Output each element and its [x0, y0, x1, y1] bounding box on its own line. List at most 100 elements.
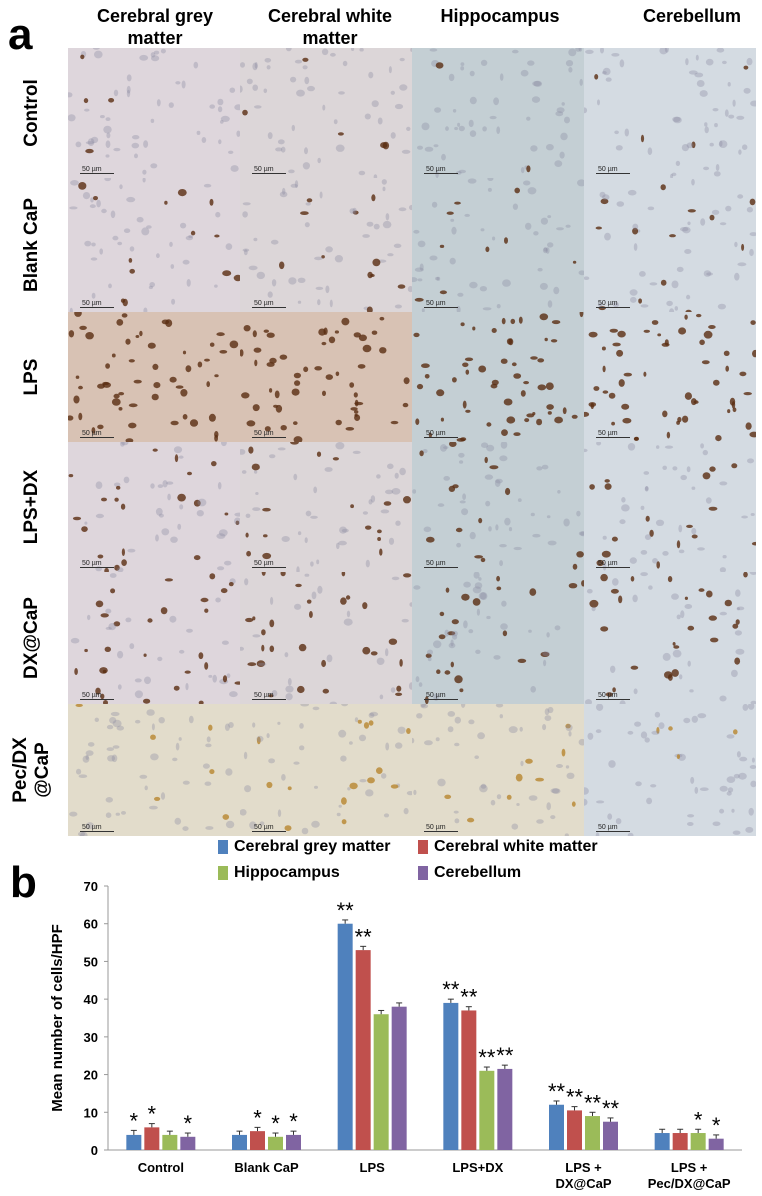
scale-bar-label: 50 µm	[82, 166, 102, 173]
legend-swatch	[418, 840, 428, 854]
legend-label: Cerebral grey matter	[234, 838, 391, 855]
micrograph-tile: 50 µm	[584, 312, 756, 442]
panel-a-letter: a	[8, 10, 33, 59]
scale-bar	[596, 173, 630, 174]
micrograph-tile: 50 µm	[412, 442, 584, 572]
scale-bar	[80, 699, 114, 700]
significance-mark: *	[712, 1113, 721, 1138]
legend-swatch	[218, 866, 228, 880]
scale-bar-label: 50 µm	[82, 430, 102, 437]
significance-mark: *	[148, 1102, 157, 1127]
significance-mark: **	[584, 1090, 602, 1115]
y-tick-label: 20	[84, 1068, 98, 1083]
scale-bar-label: 50 µm	[82, 824, 102, 831]
micrograph-tile: 50 µm	[68, 312, 240, 442]
y-axis-label: Mean number of cells/HPF	[49, 924, 66, 1112]
significance-mark: **	[496, 1043, 514, 1068]
scale-bar-label: 50 µm	[598, 300, 618, 307]
column-header: Cerebellum	[642, 6, 742, 26]
significance-mark: *	[130, 1108, 139, 1133]
scale-bar-label: 50 µm	[426, 692, 446, 699]
x-tick-label: Control	[138, 1160, 184, 1175]
legend-label: Cerebellum	[434, 864, 522, 881]
scale-bar	[252, 437, 286, 438]
y-tick-label: 0	[91, 1143, 98, 1158]
scale-bar	[80, 831, 114, 832]
significance-mark: **	[566, 1085, 584, 1110]
micrograph-tile: 50 µm	[584, 572, 756, 704]
legend-label: Cerebral white matter	[434, 838, 598, 855]
bar	[373, 1014, 389, 1150]
micrograph-tile: 50 µm	[68, 178, 240, 312]
bar	[585, 1116, 600, 1150]
bar	[232, 1134, 247, 1150]
micrograph-tile: 50 µm	[412, 704, 584, 836]
y-tick-label: 50	[84, 954, 98, 969]
x-tick-label: Blank CaP	[234, 1160, 299, 1175]
bar	[391, 1006, 407, 1150]
bar	[497, 1068, 513, 1150]
significance-mark: **	[548, 1079, 566, 1104]
legend-swatch	[418, 866, 428, 880]
bar	[549, 1104, 564, 1150]
scale-bar	[80, 307, 114, 308]
scale-bar	[424, 567, 458, 568]
column-header: Cerebral white matter	[267, 6, 393, 48]
scale-bar-label: 50 µm	[82, 300, 102, 307]
scale-bar-label: 50 µm	[598, 166, 618, 173]
scale-bar-label: 50 µm	[254, 692, 274, 699]
scale-bar-label: 50 µm	[254, 430, 274, 437]
significance-mark: *	[289, 1109, 298, 1134]
scale-bar	[80, 567, 114, 568]
scale-bar-label: 50 µm	[426, 430, 446, 437]
scale-bar-label: 50 µm	[598, 692, 618, 699]
row-label: Pec/DX @CaP	[10, 737, 53, 803]
micrograph-tile: 50 µm	[240, 442, 412, 572]
bar	[654, 1133, 670, 1150]
bar	[603, 1121, 618, 1150]
micrograph-tile: 50 µm	[68, 48, 240, 178]
scale-bar	[252, 173, 286, 174]
significance-mark: *	[694, 1107, 703, 1132]
scale-bar	[596, 437, 630, 438]
x-tick-label: LPS +	[671, 1160, 708, 1175]
x-tick-label: Pec/DX@CaP	[648, 1176, 731, 1191]
bar	[567, 1110, 582, 1150]
scale-bar	[424, 307, 458, 308]
x-tick-label: DX@CaP	[555, 1176, 611, 1191]
y-tick-label: 40	[84, 992, 98, 1007]
row-label: LPS+DX	[21, 469, 42, 545]
x-tick-label: LPS+DX	[452, 1160, 503, 1175]
legend-label: Hippocampus	[234, 864, 340, 881]
bar	[690, 1133, 706, 1150]
scale-bar-label: 50 µm	[426, 824, 446, 831]
scale-bar	[80, 437, 114, 438]
significance-mark: **	[602, 1096, 620, 1121]
micrograph-tile: 50 µm	[412, 178, 584, 312]
micrograph-tile: 50 µm	[240, 48, 412, 178]
micrograph-tile: 50 µm	[412, 572, 584, 704]
row-label: LPS	[21, 358, 42, 396]
significance-mark: **	[442, 977, 460, 1002]
bar	[479, 1070, 495, 1150]
micrograph-tile: 50 µm	[412, 312, 584, 442]
row-label: Blank CaP	[21, 198, 42, 292]
micrograph-tile: 50 µm	[240, 572, 412, 704]
column-header: Cerebral grey matter	[96, 6, 214, 48]
bar	[461, 1010, 477, 1150]
scale-bar	[424, 437, 458, 438]
x-tick-label: LPS	[360, 1160, 386, 1175]
column-header: Hippocampus	[440, 6, 560, 26]
row-label: DX@CaP	[21, 597, 42, 679]
significance-mark: *	[184, 1111, 193, 1136]
significance-mark: **	[337, 898, 355, 923]
scale-bar-label: 50 µm	[254, 300, 274, 307]
scale-bar-label: 50 µm	[254, 824, 274, 831]
scale-bar-label: 50 µm	[598, 560, 618, 567]
scale-bar	[252, 831, 286, 832]
scale-bar-label: 50 µm	[82, 560, 102, 567]
micrograph-tile: 50 µm	[584, 704, 756, 836]
bar	[337, 923, 353, 1150]
scale-bar-label: 50 µm	[426, 166, 446, 173]
bar	[250, 1131, 265, 1150]
